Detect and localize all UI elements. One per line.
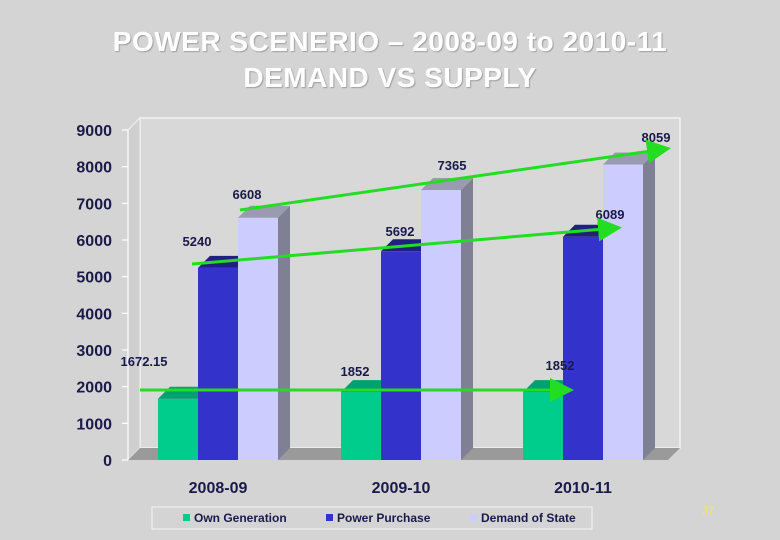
bar-front bbox=[603, 164, 643, 460]
y-tick-label: 1000 bbox=[76, 416, 112, 433]
trend-arrow-power-purchase bbox=[191, 217, 622, 266]
bar-side bbox=[643, 152, 655, 460]
legend-swatch-demand-of-state bbox=[470, 514, 477, 521]
x-tick-label-2009-10: 2009-10 bbox=[372, 480, 431, 497]
y-tick-label: 0 bbox=[103, 453, 112, 470]
bar-front bbox=[198, 267, 238, 460]
data-label-own-generation-2008-09: 1672.15 bbox=[121, 354, 168, 369]
data-label-own-generation-2009-10: 1852 bbox=[341, 364, 370, 379]
data-label-demand-of-state-2010-11: 8059 bbox=[642, 130, 671, 145]
y-tick-label: 9000 bbox=[76, 123, 112, 140]
slide-title-line-1: POWER SCENERIO – 2008-09 to 2010-11 bbox=[112, 26, 668, 57]
bar-front bbox=[421, 189, 461, 460]
bar-demand-of-state-2009-10 bbox=[421, 177, 473, 460]
bar-front bbox=[523, 392, 563, 460]
legend-swatch-power-purchase bbox=[326, 514, 333, 521]
data-labels: 1672.15 5240 6608 1852 5692 7365 1852 6089 8059 bbox=[121, 130, 671, 379]
slide-title-line-2: DEMAND VS SUPPLY bbox=[243, 62, 537, 93]
legend-label-own-generation: Own Generation bbox=[194, 511, 287, 525]
y-tick-label: 5000 bbox=[76, 270, 112, 287]
legend-box bbox=[151, 506, 593, 530]
trend-arrows bbox=[140, 139, 671, 402]
bar-front bbox=[341, 392, 381, 460]
data-label-own-generation-2010-11: 1852 bbox=[546, 358, 575, 373]
bars bbox=[158, 152, 655, 460]
legend-label-power-purchase: Power Purchase bbox=[337, 511, 431, 525]
bar-front bbox=[381, 251, 421, 460]
bar-front bbox=[158, 398, 198, 460]
y-tick-label: 6000 bbox=[76, 233, 112, 250]
side-wall bbox=[127, 116, 141, 462]
data-label-power-purchase-2009-10: 5692 bbox=[386, 224, 415, 239]
bar-demand-of-state-2010-11 bbox=[603, 152, 655, 460]
x-tick-label-2010-11: 2010-11 bbox=[554, 480, 612, 497]
legend-label-demand-of-state: Demand of State bbox=[481, 511, 576, 525]
bar-front bbox=[238, 217, 278, 460]
y-tick-label: 7000 bbox=[76, 196, 112, 213]
y-tick-label: 8000 bbox=[76, 160, 112, 177]
y-axis: 0 1000 2000 3000 4000 5000 6000 7000 8000 9000 bbox=[76, 123, 129, 470]
x-tick-label-2008-09: 2008-09 bbox=[189, 480, 248, 497]
data-label-demand-of-state-2009-10: 7365 bbox=[438, 158, 467, 173]
trend-arrow-demand-of-state bbox=[239, 139, 671, 212]
legend-swatch-own-generation bbox=[183, 514, 190, 521]
data-label-demand-of-state-2008-09: 6608 bbox=[233, 187, 262, 202]
x-axis: 2008-09 2009-10 2010-11 bbox=[189, 480, 612, 497]
y-tick-label: 4000 bbox=[76, 306, 112, 323]
slide-number: 37 bbox=[701, 505, 715, 517]
y-tick-label: 3000 bbox=[76, 343, 112, 360]
legend: Own Generation Power Purchase Demand of St… bbox=[151, 506, 593, 530]
bar-front bbox=[563, 236, 603, 460]
y-tick-label: 2000 bbox=[76, 380, 112, 397]
data-label-power-purchase-2010-11: 6089 bbox=[596, 207, 625, 222]
data-label-power-purchase-2008-09: 5240 bbox=[183, 234, 212, 249]
bar-side bbox=[278, 205, 290, 460]
bar-demand-of-state-2008-09 bbox=[238, 205, 290, 460]
bar-side bbox=[461, 177, 473, 460]
